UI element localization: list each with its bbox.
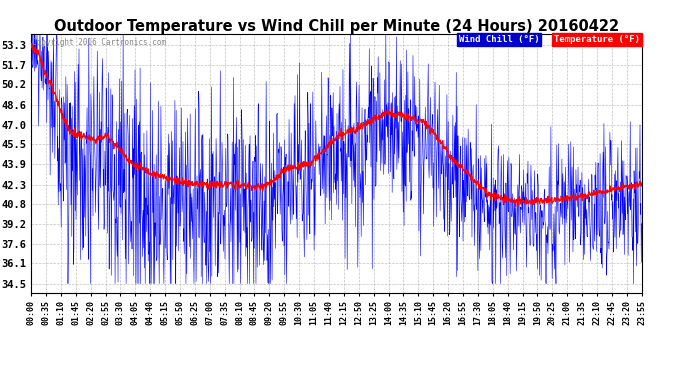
Title: Outdoor Temperature vs Wind Chill per Minute (24 Hours) 20160422: Outdoor Temperature vs Wind Chill per Mi… bbox=[54, 19, 619, 34]
Text: Wind Chill (°F): Wind Chill (°F) bbox=[459, 35, 539, 44]
Text: Copyright 2016 Cartronics.com: Copyright 2016 Cartronics.com bbox=[32, 38, 166, 46]
Text: Temperature (°F): Temperature (°F) bbox=[554, 35, 640, 44]
